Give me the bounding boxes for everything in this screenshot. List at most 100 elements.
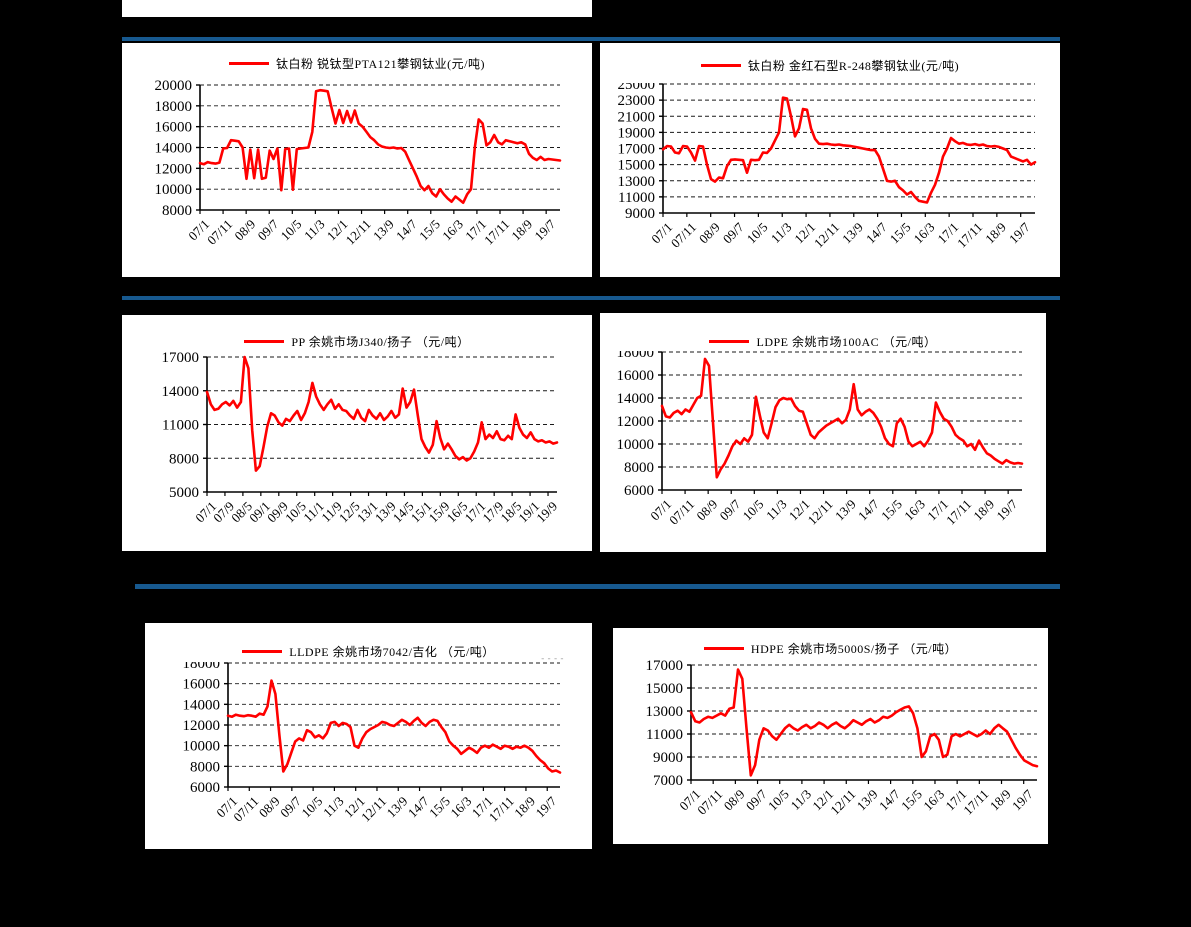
legend-line-icon [242,650,283,653]
x-axis-label: 07/11 [666,496,697,527]
y-axis-label: 17000 [162,350,200,366]
section-divider-3 [135,584,1060,589]
top-label-clip-overlay [145,623,226,662]
x-axis-label: 18/9 [970,496,997,523]
x-axis-label: 07/11 [668,219,699,250]
x-axis-label: 15/5 [898,786,925,813]
price-series-line [661,96,1037,204]
y-axis-label: 8000 [624,460,654,476]
chart-legend: LLDPE 余姚市场7042/吉化 （元/吨） [145,643,592,660]
chart-panel-tio2-rutile: 钛白粉 金红石型R-248攀钢钛业(元/吨) 9000 11000 13000 150… [600,43,1060,277]
x-axis-label: 10/5 [765,786,792,813]
x-axis-label: 09/7 [254,216,281,243]
price-series-line [205,355,559,472]
y-axis-label: 18000 [155,99,193,115]
x-axis-label: 15/5 [887,219,914,246]
chart-plot-area: 7000 9000 11000 13000 15000 17000 07/1 07/11 08/… [613,628,1048,844]
y-axis-label: 14000 [183,697,221,713]
legend-label: LDPE 余姚市场100AC （元/吨） [756,335,937,349]
x-axis-label: 15/5 [416,216,443,243]
y-axis-label: 13000 [618,174,656,190]
chart-panel-tio2-anatase: 钛白粉 锐钛型PTA121攀钢钛业(元/吨) 8000 10000 12000 140… [122,43,592,277]
y-axis-label: 10000 [617,437,655,453]
x-axis-label: 17/11 [481,216,512,247]
chart-legend: PP 余姚市场J340/扬子 （元/吨） [122,333,592,350]
x-axis-label: 10/5 [740,496,767,523]
y-axis-label: 9000 [653,750,683,766]
x-axis-label: 10/5 [278,216,305,243]
x-axis-label: 16/3 [439,216,466,243]
price-series-line [198,88,562,204]
x-axis-label: 18/9 [987,786,1014,813]
chart-panel-lldpe: LLDPE 余姚市场7042/吉化 （元/吨） ---- 6000 8000 100… [145,623,592,849]
x-axis-label: 19/7 [532,793,559,820]
legend-label: PP 余姚市场J340/扬子 （元/吨） [291,335,470,349]
y-axis-label: 17000 [646,658,684,674]
y-axis-label: 19000 [618,125,656,141]
legend-label: LLDPE 余姚市场7042/吉化 （元/吨） [289,645,495,659]
chart-plot-area: 5000 8000 11000 14000 17000 07/1 07/9 08/5 09/1 0… [122,315,592,551]
price-series-line [689,668,1039,777]
top-label-clip-overlay [600,43,661,83]
price-series-line [660,357,1024,479]
y-axis-label: 8000 [190,759,220,775]
x-axis-label: 13/9 [839,219,866,246]
y-axis-label: 16000 [617,368,655,384]
x-axis-label: 16/3 [901,496,928,523]
x-axis-label: 18/9 [508,216,535,243]
legend-line-icon [703,647,744,650]
x-axis-label: 18/9 [982,219,1009,246]
x-axis-label: 12/11 [805,496,836,527]
chart-canvas: 800010000120001400016000180002000007/107… [155,78,562,248]
price-series-line [226,679,562,774]
y-axis-label: 11000 [162,418,199,434]
legend-line-icon [244,340,285,343]
chart-plot-area: 6000 8000 10000 12000 14000 16000 18000 07/1 07/… [145,623,592,849]
y-axis-label: 15000 [646,681,684,697]
y-axis-label: 16000 [183,677,221,693]
chart-canvas: 60008000100001200014000160001800007/107/… [600,313,1024,528]
chart-panel-pp: PP 余姚市场J340/扬子 （元/吨） 5000 8000 11000 14000 1… [122,315,592,551]
x-axis-label: 14/7 [855,496,882,523]
y-axis-label: 11000 [646,727,683,743]
x-axis-label: 13/9 [854,786,881,813]
y-axis-label: 7000 [653,773,683,789]
legend-label: 钛白粉 锐钛型PTA121攀钢钛业(元/吨) [275,57,486,71]
x-axis-label: 08/9 [693,496,720,523]
x-axis-label: 08/9 [231,216,258,243]
x-axis-label: 07/11 [204,216,235,247]
x-axis-label: 14/7 [876,786,903,813]
y-axis-label: 14000 [617,391,655,407]
y-axis-label: 6000 [190,780,220,796]
y-axis-label: 12000 [155,161,193,177]
x-axis-label: 09/7 [716,496,743,523]
y-axis-label: 12000 [617,414,655,430]
x-axis-label: 19/7 [1006,219,1033,246]
legend-line-icon [228,62,269,65]
y-axis-label: 5000 [169,485,199,501]
y-axis-label: 11000 [618,190,655,206]
chart-canvas: 5000800011000140001700007/107/908/509/10… [162,350,561,525]
x-axis-label: 19/7 [1009,786,1036,813]
x-axis-label: 11/3 [763,496,790,523]
clipped-panel-remnant [122,0,592,17]
x-axis-label: 12/11 [343,216,374,247]
chart-panel-ldpe: LDPE 余姚市场100AC （元/吨） 6000 8000 10000 12000 1… [600,313,1046,552]
chart-legend: LDPE 余姚市场100AC （元/吨） [600,333,1046,350]
chart-canvas: 9000110001300015000170001900021000230002… [600,43,1037,251]
x-axis-label: 19/7 [531,216,558,243]
legend-line-icon [700,64,741,67]
x-axis-label: 08/9 [696,219,723,246]
y-axis-label: 14000 [162,384,200,400]
y-axis-label: 20000 [155,78,193,94]
x-axis-label: 14/7 [863,219,890,246]
section-divider-2 [122,296,1060,300]
y-axis-label: 9000 [625,206,655,222]
y-axis-label: 12000 [183,718,221,734]
x-axis-label: 12/11 [811,219,842,250]
x-axis-label: 13/9 [370,216,397,243]
chart-panel-hdpe: HDPE 余姚市场5000S/扬子 （元/吨） 7000 9000 11000 130… [613,628,1048,844]
chart-canvas: 700090001100013000150001700007/107/1108/… [646,658,1039,818]
x-axis-label: 16/3 [920,786,947,813]
